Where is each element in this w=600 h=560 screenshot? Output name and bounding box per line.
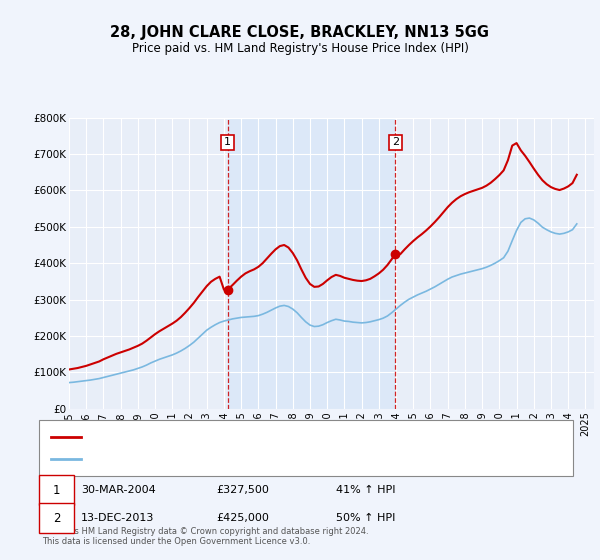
Text: Contains HM Land Registry data © Crown copyright and database right 2024.
This d: Contains HM Land Registry data © Crown c… [42,526,368,546]
Text: 2: 2 [53,511,60,525]
Text: Price paid vs. HM Land Registry's House Price Index (HPI): Price paid vs. HM Land Registry's House … [131,42,469,55]
Text: 50% ↑ HPI: 50% ↑ HPI [336,513,395,523]
Text: £327,500: £327,500 [216,485,269,495]
Text: 2: 2 [392,137,399,147]
Text: £425,000: £425,000 [216,513,269,523]
Text: 30-MAR-2004: 30-MAR-2004 [81,485,156,495]
Bar [228,118,395,409]
Text: 28, JOHN CLARE CLOSE, BRACKLEY, NN13 5GG (detached house): 28, JOHN CLARE CLOSE, BRACKLEY, NN13 5GG… [87,432,410,442]
Text: 41% ↑ HPI: 41% ↑ HPI [336,485,395,495]
Text: HPI: Average price, detached house, West Northamptonshire: HPI: Average price, detached house, West… [87,454,389,464]
Text: 1: 1 [224,137,231,147]
Text: 13-DEC-2013: 13-DEC-2013 [81,513,154,523]
Text: 1: 1 [53,483,60,497]
Text: 28, JOHN CLARE CLOSE, BRACKLEY, NN13 5GG: 28, JOHN CLARE CLOSE, BRACKLEY, NN13 5GG [110,25,490,40]
